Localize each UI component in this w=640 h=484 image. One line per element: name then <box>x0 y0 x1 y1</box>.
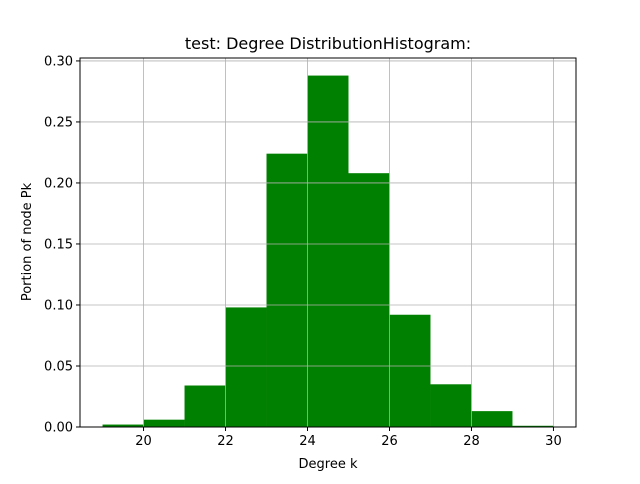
x-axis-ticks: 20 22 24 26 28 30 <box>135 427 562 449</box>
bars-group <box>102 75 554 428</box>
x-tick-label: 20 <box>135 434 152 449</box>
histogram-bar-3 <box>225 307 267 427</box>
histogram-bar-2 <box>184 385 226 427</box>
x-tick-label: 24 <box>299 434 316 449</box>
histogram-bar-1 <box>143 419 185 427</box>
histogram-bar-10 <box>512 425 554 427</box>
histogram-bar-6 <box>348 173 390 427</box>
y-axis-label: Portion of node Pk <box>20 182 35 301</box>
histogram-bar-4 <box>266 153 308 427</box>
x-tick-label: 26 <box>381 434 398 449</box>
x-tick-label: 28 <box>463 434 480 449</box>
histogram-bar-7 <box>389 314 431 427</box>
y-tick-label: 0.10 <box>44 298 73 313</box>
x-tick-label: 22 <box>217 434 234 449</box>
y-tick-label: 0.15 <box>44 237 73 252</box>
chart-title: test: Degree DistributionHistogram: <box>185 34 471 53</box>
y-tick-label: 0.00 <box>44 421 73 436</box>
x-tick-label: 30 <box>545 434 562 449</box>
y-tick-label: 0.05 <box>44 359 73 374</box>
y-axis-ticks: 0.00 0.05 0.10 0.15 0.20 0.25 0.30 <box>44 54 80 436</box>
histogram-bar-8 <box>430 384 472 427</box>
y-tick-label: 0.25 <box>44 115 73 130</box>
histogram-bar-9 <box>471 411 513 427</box>
axes-frame <box>79 57 577 428</box>
histogram-bar-5 <box>307 75 349 428</box>
histogram-bar-0 <box>102 424 144 427</box>
y-tick-label: 0.30 <box>44 54 73 69</box>
x-axis-label: Degree k <box>299 457 358 472</box>
y-tick-label: 0.20 <box>44 176 73 191</box>
